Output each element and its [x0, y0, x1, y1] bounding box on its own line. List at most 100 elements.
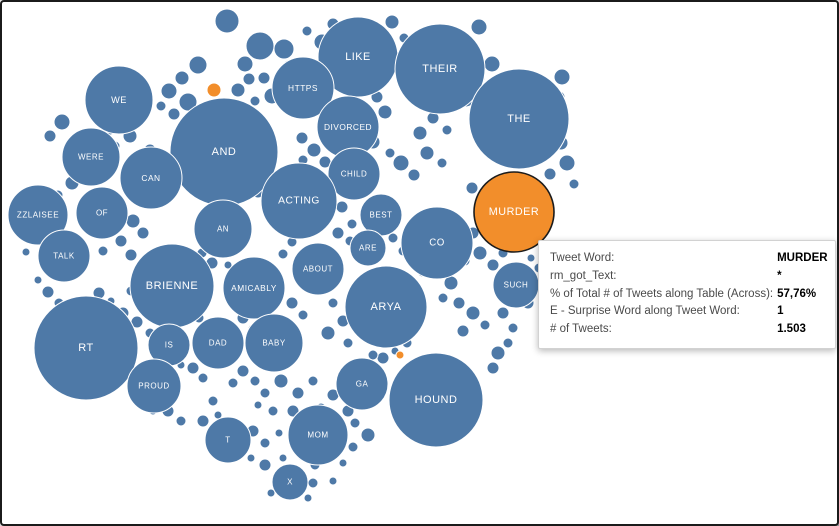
filler-bubble[interactable] — [196, 414, 210, 428]
filler-bubble[interactable] — [328, 476, 338, 486]
filler-bubble[interactable] — [483, 55, 501, 73]
filler-bubble[interactable] — [258, 458, 272, 472]
filler-bubble[interactable] — [502, 337, 514, 349]
filler-bubble[interactable] — [558, 154, 576, 172]
filler-bubble[interactable] — [470, 18, 488, 36]
filler-bubble[interactable] — [367, 349, 379, 361]
filler-bubble[interactable] — [472, 245, 488, 261]
filler-bubble[interactable] — [188, 55, 208, 75]
filler-bubble[interactable] — [21, 247, 31, 257]
filler-bubble[interactable] — [392, 154, 410, 172]
filler-bubble[interactable] — [124, 248, 138, 262]
filler-bubble[interactable] — [178, 92, 198, 112]
filler-bubble[interactable] — [376, 351, 390, 365]
bubble-we[interactable] — [84, 65, 154, 135]
filler-bubble[interactable] — [496, 306, 510, 320]
filler-bubble[interactable] — [412, 125, 428, 141]
filler-bubble[interactable] — [266, 488, 276, 498]
filler-bubble[interactable] — [273, 38, 295, 60]
filler-bubble[interactable] — [43, 129, 57, 143]
filler-bubble[interactable] — [568, 178, 580, 190]
filler-bubble[interactable] — [456, 324, 470, 338]
filler-bubble[interactable] — [97, 245, 109, 257]
filler-bubble[interactable] — [285, 296, 299, 310]
bubble-https[interactable] — [271, 56, 335, 120]
bubble-baby[interactable] — [244, 313, 304, 373]
filler-bubble[interactable] — [320, 325, 336, 341]
bubble-the[interactable] — [468, 68, 570, 170]
filler-bubble[interactable] — [327, 297, 339, 309]
filler-bubble[interactable] — [377, 104, 393, 120]
filler-bubble[interactable] — [387, 232, 399, 244]
filler-bubble[interactable] — [437, 292, 449, 304]
highlight-filler-bubble[interactable] — [395, 350, 405, 360]
filler-bubble[interactable] — [291, 386, 305, 400]
filler-bubble[interactable] — [242, 72, 256, 86]
filler-bubble[interactable] — [245, 31, 275, 61]
filler-bubble[interactable] — [246, 453, 256, 463]
bubble-about[interactable] — [291, 242, 345, 296]
filler-bubble[interactable] — [223, 260, 233, 270]
bubble-ga[interactable] — [335, 357, 389, 411]
bubble-were[interactable] — [61, 127, 121, 187]
filler-bubble[interactable] — [197, 372, 209, 384]
filler-bubble[interactable] — [174, 70, 190, 86]
filler-bubble[interactable] — [465, 305, 481, 321]
bubble-talk[interactable] — [37, 229, 91, 283]
filler-bubble[interactable] — [167, 107, 181, 121]
filler-bubble[interactable] — [384, 14, 400, 30]
highlight-filler-bubble[interactable] — [206, 82, 222, 98]
bubble-dad[interactable] — [191, 316, 245, 370]
bubble-amicably[interactable] — [222, 256, 286, 320]
filler-bubble[interactable] — [338, 458, 348, 468]
filler-bubble[interactable] — [53, 113, 71, 131]
filler-bubble[interactable] — [259, 437, 271, 449]
bubble-t[interactable] — [204, 416, 252, 464]
filler-bubble[interactable] — [419, 145, 435, 161]
filler-bubble[interactable] — [346, 218, 358, 230]
filler-bubble[interactable] — [307, 375, 319, 387]
bubble-acting[interactable] — [260, 162, 338, 240]
filler-bubble[interactable] — [259, 387, 271, 399]
filler-bubble[interactable] — [479, 319, 491, 331]
filler-bubble[interactable] — [303, 493, 313, 503]
filler-bubble[interactable] — [295, 131, 309, 145]
bubble-can[interactable] — [119, 146, 183, 210]
bubble-child[interactable] — [327, 147, 381, 201]
filler-bubble[interactable] — [160, 82, 178, 100]
filler-bubble[interactable] — [452, 296, 466, 310]
filler-bubble[interactable] — [278, 453, 288, 463]
filler-bubble[interactable] — [553, 68, 571, 86]
filler-bubble[interactable] — [301, 25, 313, 37]
filler-bubble[interactable] — [360, 427, 376, 443]
filler-bubble[interactable] — [306, 142, 322, 158]
filler-bubble[interactable] — [543, 167, 557, 181]
filler-bubble[interactable] — [249, 95, 261, 107]
filler-bubble[interactable] — [347, 441, 359, 453]
filler-bubble[interactable] — [331, 226, 345, 240]
filler-bubble[interactable] — [257, 71, 271, 85]
filler-bubble[interactable] — [155, 100, 167, 112]
filler-bubble[interactable] — [490, 345, 506, 361]
filler-bubble[interactable] — [273, 373, 289, 389]
bubble-an[interactable] — [193, 199, 253, 259]
bubble-zzlaisee[interactable] — [7, 184, 69, 246]
filler-bubble[interactable] — [307, 477, 319, 489]
filler-bubble[interactable] — [507, 322, 519, 334]
filler-bubble[interactable] — [186, 361, 200, 375]
filler-bubble[interactable] — [207, 395, 219, 407]
bubble-rt[interactable] — [33, 295, 139, 401]
bubble-co[interactable] — [400, 206, 474, 280]
bubble-murder[interactable] — [473, 171, 555, 253]
bubble-mom[interactable] — [287, 404, 349, 466]
filler-bubble[interactable] — [384, 147, 396, 159]
filler-bubble[interactable] — [486, 258, 500, 272]
filler-bubble[interactable] — [297, 309, 309, 321]
filler-bubble[interactable] — [277, 248, 289, 260]
filler-bubble[interactable] — [465, 181, 479, 195]
filler-bubble[interactable] — [41, 285, 55, 299]
filler-bubble[interactable] — [175, 415, 187, 427]
filler-bubble[interactable] — [342, 337, 354, 349]
filler-bubble[interactable] — [407, 168, 421, 182]
bubble-arya[interactable] — [344, 265, 428, 349]
